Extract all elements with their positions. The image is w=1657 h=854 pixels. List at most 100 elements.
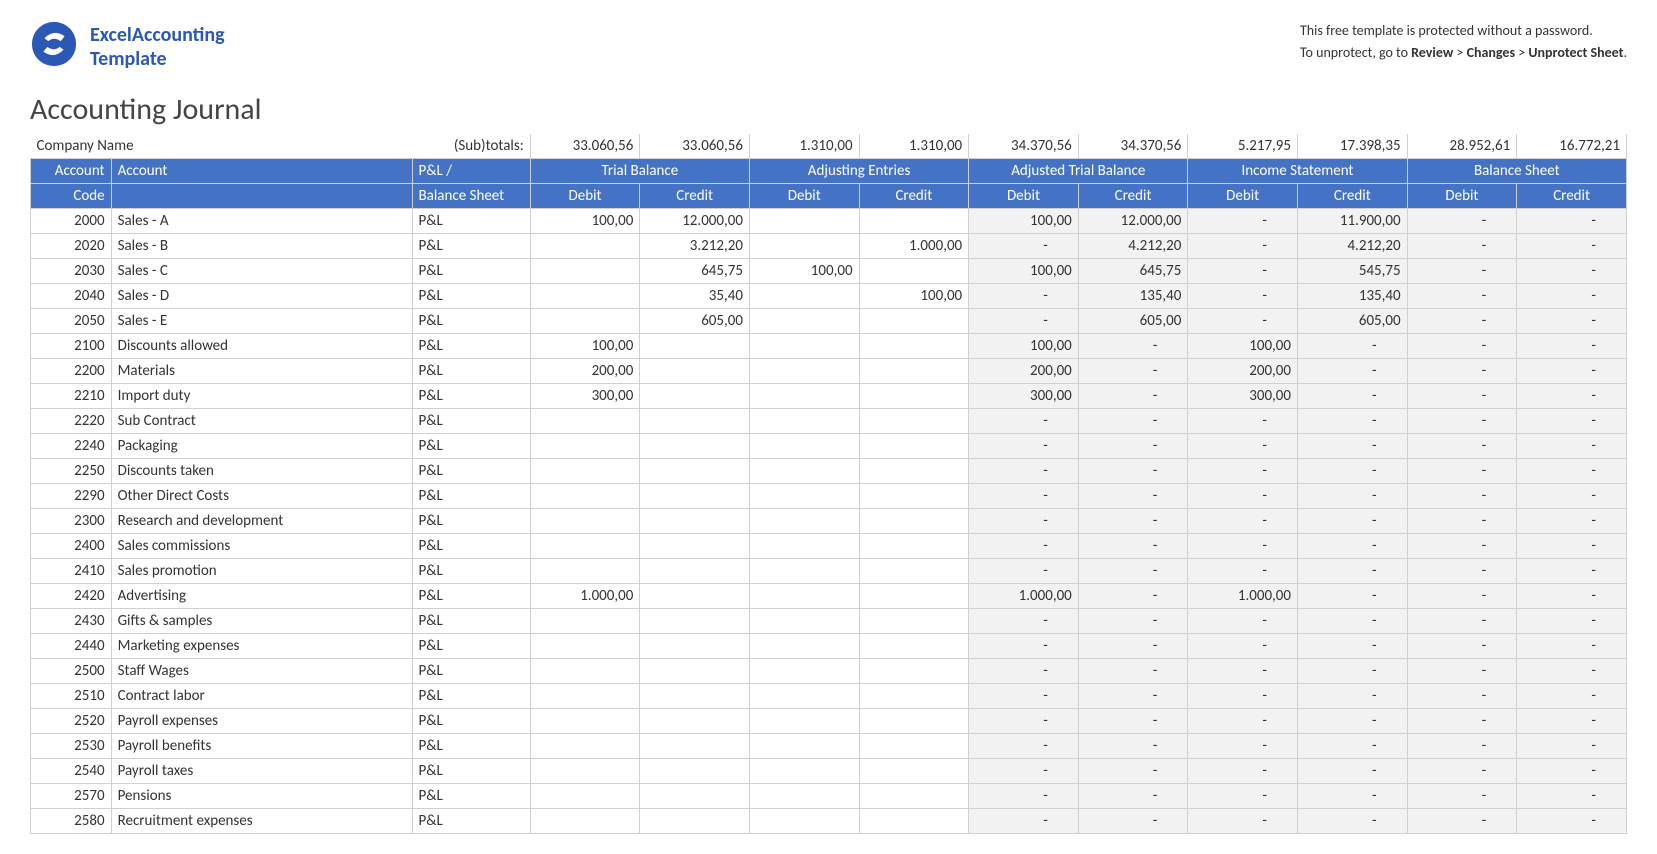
cell-value[interactable]: -	[969, 634, 1079, 659]
cell-value[interactable]	[640, 484, 750, 509]
cell-type[interactable]: P&L	[412, 259, 530, 284]
cell-value[interactable]: -	[1188, 484, 1298, 509]
cell-value[interactable]: -	[1407, 234, 1517, 259]
cell-value[interactable]	[749, 484, 859, 509]
cell-value[interactable]: -	[1298, 559, 1408, 584]
cell-account[interactable]: Pensions	[111, 784, 412, 809]
cell-value[interactable]: -	[1188, 534, 1298, 559]
cell-value[interactable]	[530, 409, 640, 434]
cell-value[interactable]: 1.000,00	[530, 584, 640, 609]
cell-value[interactable]: -	[1078, 534, 1188, 559]
cell-value[interactable]: -	[1078, 359, 1188, 384]
cell-value[interactable]	[530, 634, 640, 659]
cell-value[interactable]: 300,00	[969, 384, 1079, 409]
cell-value[interactable]	[859, 359, 969, 384]
cell-code[interactable]: 2570	[31, 784, 112, 809]
cell-value[interactable]: 100,00	[530, 209, 640, 234]
cell-value[interactable]: -	[1517, 534, 1627, 559]
cell-value[interactable]	[640, 384, 750, 409]
cell-value[interactable]	[749, 584, 859, 609]
cell-value[interactable]: 605,00	[640, 309, 750, 334]
cell-value[interactable]: -	[1078, 459, 1188, 484]
cell-value[interactable]: 4.212,20	[1298, 234, 1408, 259]
cell-value[interactable]: -	[969, 284, 1079, 309]
cell-account[interactable]: Sales - D	[111, 284, 412, 309]
cell-code[interactable]: 2530	[31, 734, 112, 759]
cell-value[interactable]: -	[969, 234, 1079, 259]
cell-value[interactable]: -	[1407, 334, 1517, 359]
cell-value[interactable]: -	[1517, 759, 1627, 784]
cell-account[interactable]: Staff Wages	[111, 659, 412, 684]
cell-value[interactable]	[530, 734, 640, 759]
cell-value[interactable]	[640, 584, 750, 609]
cell-value[interactable]	[749, 334, 859, 359]
cell-code[interactable]: 2410	[31, 559, 112, 584]
cell-value[interactable]	[749, 284, 859, 309]
cell-value[interactable]: -	[1078, 709, 1188, 734]
cell-type[interactable]: P&L	[412, 209, 530, 234]
cell-code[interactable]: 2000	[31, 209, 112, 234]
cell-value[interactable]: -	[1078, 334, 1188, 359]
cell-value[interactable]	[859, 459, 969, 484]
cell-value[interactable]	[859, 409, 969, 434]
cell-value[interactable]: -	[1517, 784, 1627, 809]
cell-account[interactable]: Sub Contract	[111, 409, 412, 434]
cell-value[interactable]: -	[1298, 534, 1408, 559]
cell-value[interactable]: -	[969, 309, 1079, 334]
cell-value[interactable]: -	[1188, 609, 1298, 634]
cell-code[interactable]: 2500	[31, 659, 112, 684]
cell-value[interactable]: -	[1517, 359, 1627, 384]
cell-type[interactable]: P&L	[412, 359, 530, 384]
cell-value[interactable]: -	[1078, 559, 1188, 584]
cell-code[interactable]: 2580	[31, 809, 112, 834]
cell-code[interactable]: 2300	[31, 509, 112, 534]
cell-value[interactable]: -	[1298, 734, 1408, 759]
cell-value[interactable]: -	[1407, 684, 1517, 709]
cell-value[interactable]: -	[969, 509, 1079, 534]
cell-value[interactable]	[749, 409, 859, 434]
cell-value[interactable]: -	[1298, 334, 1408, 359]
cell-account[interactable]: Packaging	[111, 434, 412, 459]
cell-value[interactable]: -	[1188, 409, 1298, 434]
cell-type[interactable]: P&L	[412, 784, 530, 809]
cell-value[interactable]: 200,00	[969, 359, 1079, 384]
cell-value[interactable]	[640, 609, 750, 634]
cell-value[interactable]	[640, 334, 750, 359]
cell-value[interactable]	[859, 709, 969, 734]
cell-value[interactable]	[859, 784, 969, 809]
cell-value[interactable]	[749, 734, 859, 759]
cell-value[interactable]	[530, 234, 640, 259]
cell-code[interactable]: 2420	[31, 584, 112, 609]
cell-code[interactable]: 2240	[31, 434, 112, 459]
cell-code[interactable]: 2050	[31, 309, 112, 334]
cell-account[interactable]: Gifts & samples	[111, 609, 412, 634]
cell-value[interactable]: -	[1517, 484, 1627, 509]
cell-value[interactable]	[859, 759, 969, 784]
cell-value[interactable]: -	[1407, 459, 1517, 484]
cell-value[interactable]: 100,00	[749, 259, 859, 284]
cell-value[interactable]	[859, 509, 969, 534]
cell-value[interactable]: -	[1407, 559, 1517, 584]
cell-value[interactable]: -	[1298, 759, 1408, 784]
cell-value[interactable]: -	[1298, 359, 1408, 384]
cell-value[interactable]: -	[1298, 409, 1408, 434]
cell-value[interactable]: -	[1407, 209, 1517, 234]
cell-value[interactable]: -	[1188, 309, 1298, 334]
cell-value[interactable]	[640, 459, 750, 484]
cell-value[interactable]: -	[1188, 209, 1298, 234]
cell-value[interactable]	[530, 684, 640, 709]
cell-value[interactable]: -	[1078, 659, 1188, 684]
cell-value[interactable]	[859, 634, 969, 659]
cell-value[interactable]: -	[1188, 284, 1298, 309]
cell-value[interactable]: 1.000,00	[969, 584, 1079, 609]
cell-value[interactable]: -	[1517, 559, 1627, 584]
cell-type[interactable]: P&L	[412, 609, 530, 634]
cell-value[interactable]: -	[1298, 609, 1408, 634]
cell-value[interactable]: -	[1407, 284, 1517, 309]
cell-value[interactable]	[530, 784, 640, 809]
cell-value[interactable]: -	[1517, 209, 1627, 234]
cell-value[interactable]: -	[1407, 484, 1517, 509]
cell-code[interactable]: 2220	[31, 409, 112, 434]
cell-value[interactable]: -	[1517, 684, 1627, 709]
cell-value[interactable]: -	[1078, 509, 1188, 534]
